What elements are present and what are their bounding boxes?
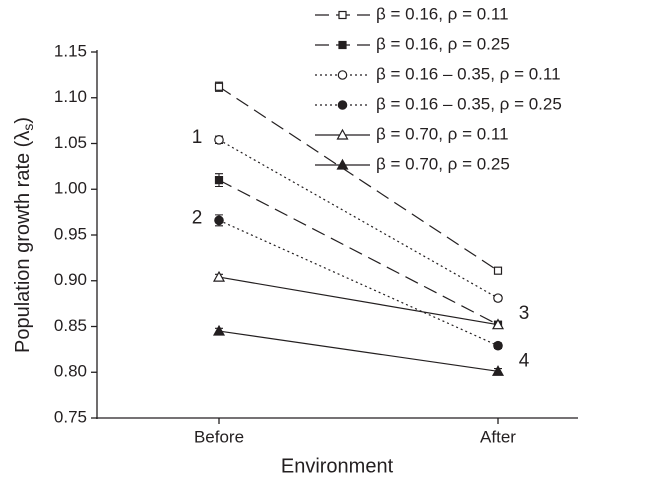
annotation: 1 bbox=[192, 127, 203, 148]
legend-marker bbox=[337, 100, 348, 110]
series-line bbox=[218, 86, 499, 272]
y-tick-label: 0.95 bbox=[54, 224, 87, 243]
y-tick-label: 0.75 bbox=[54, 407, 87, 426]
series-line bbox=[218, 139, 499, 299]
series-line bbox=[218, 219, 499, 347]
point bbox=[491, 318, 505, 330]
legend-label: β = 0.70, ρ = 0.25 bbox=[376, 154, 510, 173]
series-line bbox=[218, 276, 499, 326]
point bbox=[493, 266, 503, 275]
y-tick-label: 1.00 bbox=[54, 179, 87, 198]
legend-marker bbox=[336, 158, 349, 170]
annotation: 4 bbox=[519, 351, 530, 372]
x-axis-label: Environment bbox=[281, 455, 394, 477]
y-tick-label: 1.05 bbox=[54, 133, 87, 152]
point bbox=[491, 365, 505, 376]
annotation: 2 bbox=[192, 207, 203, 228]
point bbox=[214, 176, 224, 185]
point bbox=[493, 340, 503, 351]
y-tick-label: 0.80 bbox=[54, 362, 87, 381]
series-line bbox=[218, 330, 499, 372]
legend-marker bbox=[336, 128, 349, 140]
series-line bbox=[218, 179, 499, 326]
y-tick-label: 0.90 bbox=[54, 270, 87, 289]
point bbox=[212, 270, 226, 282]
point bbox=[493, 293, 503, 303]
annotation: 3 bbox=[519, 303, 530, 324]
legend-label: β = 0.16 – 0.35, ρ = 0.25 bbox=[376, 94, 562, 113]
point bbox=[214, 215, 224, 226]
point bbox=[214, 135, 224, 145]
legend-marker bbox=[338, 40, 347, 50]
legend-label: β = 0.70, ρ = 0.11 bbox=[376, 124, 509, 143]
legend-marker bbox=[337, 70, 348, 80]
y-tick-label: 0.85 bbox=[54, 316, 87, 335]
y-tick-label: 1.15 bbox=[54, 41, 87, 60]
y-label-sub: s bbox=[20, 124, 36, 131]
legend-marker bbox=[338, 10, 347, 20]
legend-label: β = 0.16, ρ = 0.11 bbox=[376, 4, 509, 23]
point bbox=[214, 82, 224, 91]
y-axis-label: Population growth rate (λs) bbox=[12, 117, 35, 353]
y-label-end: ) bbox=[12, 117, 34, 124]
legend-label: β = 0.16 – 0.35, ρ = 0.11 bbox=[376, 64, 561, 83]
legend-label: β = 0.16, ρ = 0.25 bbox=[376, 34, 510, 53]
x-tick-label: After bbox=[480, 427, 516, 446]
x-tick-label: Before bbox=[194, 427, 244, 446]
y-label-main: Population growth rate (λ bbox=[12, 131, 34, 353]
point bbox=[212, 324, 226, 336]
y-tick-label: 1.10 bbox=[54, 87, 87, 106]
